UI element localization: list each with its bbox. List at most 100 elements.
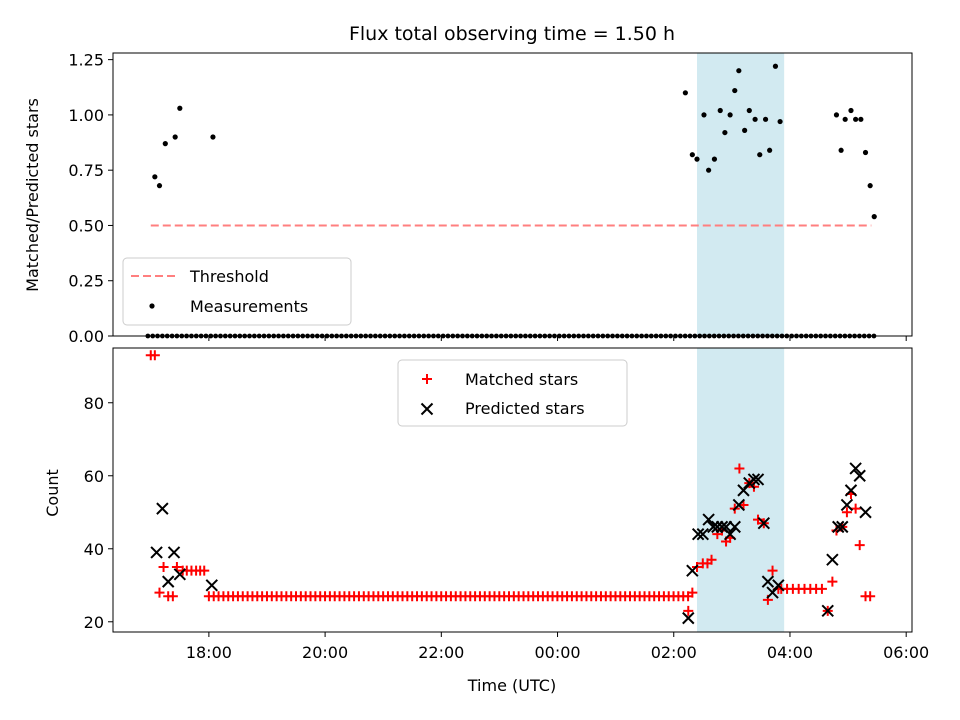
y-tick-label: 0.00 xyxy=(68,327,104,346)
predicted-point xyxy=(723,527,737,541)
y-tick-label: 60 xyxy=(84,467,104,486)
matched-point xyxy=(841,507,852,518)
matched-point xyxy=(850,503,861,514)
x-tick-label: 00:00 xyxy=(534,643,580,662)
predicted-point xyxy=(821,604,834,618)
predicted-point xyxy=(173,568,187,581)
measurement-point xyxy=(871,214,877,220)
predicted-point xyxy=(702,513,715,526)
measurement-point xyxy=(706,167,712,173)
x-axis-label: Time (UTC) xyxy=(467,676,556,695)
top-legend: Threshold Measurements xyxy=(122,257,352,326)
top-legend-box xyxy=(122,257,352,326)
predicted-point xyxy=(747,473,761,486)
measurement-point xyxy=(772,63,779,69)
predicted-point xyxy=(696,527,710,541)
predicted-point xyxy=(840,498,854,512)
y-tick-label: 1.25 xyxy=(68,51,104,70)
measurement-point xyxy=(156,183,163,189)
measurement-point xyxy=(762,116,769,122)
matched-legend-swatch xyxy=(422,374,432,384)
matched-point xyxy=(816,583,827,594)
predicted-legend-swatch xyxy=(420,402,434,416)
predicted-point xyxy=(853,469,866,482)
predicted-point xyxy=(682,611,695,625)
bottom-y-axis-label: Count xyxy=(43,469,62,517)
matched-point xyxy=(149,350,160,361)
threshold-legend-label: Threshold xyxy=(189,267,269,286)
predicted-point xyxy=(831,520,845,534)
measurements-legend-swatch xyxy=(149,303,155,309)
measurement-point xyxy=(833,112,840,118)
predicted-point xyxy=(757,517,771,530)
matched-point xyxy=(827,576,838,587)
matched-point xyxy=(154,587,165,598)
matched-point xyxy=(687,587,698,598)
measurement-point xyxy=(867,183,873,189)
measurement-point xyxy=(210,134,216,140)
matched-point xyxy=(854,540,865,551)
measurement-point xyxy=(742,127,748,133)
bottom-plot-frame xyxy=(112,347,913,633)
shaded-interval xyxy=(696,53,785,336)
matched-point xyxy=(158,562,169,573)
predicted-point xyxy=(728,520,741,534)
predicted-point xyxy=(836,520,849,534)
predicted-point xyxy=(772,579,785,592)
x-tick-label: 22:00 xyxy=(418,643,464,662)
measurement-point xyxy=(862,149,869,156)
predicted-point xyxy=(156,502,169,515)
predicted-point xyxy=(686,564,699,577)
shaded-interval xyxy=(696,348,785,632)
measurement-point xyxy=(752,116,758,122)
y-tick-label: 1.00 xyxy=(68,106,104,125)
matched-point xyxy=(199,565,210,576)
y-tick-label: 20 xyxy=(84,613,104,632)
predicted-point xyxy=(859,506,872,519)
predicted-point xyxy=(826,553,839,566)
y-tick-label: 0.25 xyxy=(68,272,104,291)
predicted-point xyxy=(150,546,163,559)
measurement-point xyxy=(682,90,688,96)
measurement-point xyxy=(746,107,752,114)
measurement-point xyxy=(172,134,178,140)
y-tick-label: 0.50 xyxy=(68,216,104,235)
predicted-point xyxy=(751,473,765,486)
x-tick-label: 06:00 xyxy=(883,643,929,662)
measurement-point xyxy=(717,107,723,114)
chart-title: Flux total observing time = 1.50 h xyxy=(349,23,675,45)
measurement-point xyxy=(727,112,733,118)
measurement-point xyxy=(848,107,854,114)
top-panel: 0.00 0.25 0.50 0.75 1.00 1.25 Threshold Measure… xyxy=(68,51,913,346)
measurement-point xyxy=(736,68,742,74)
x-tick-label: 20:00 xyxy=(302,643,348,662)
matched-point xyxy=(167,591,178,602)
top-plot-frame xyxy=(112,52,913,337)
predicted-point xyxy=(205,579,218,592)
predicted-point xyxy=(161,575,175,588)
matched-legend-label: Matched stars xyxy=(465,370,578,389)
measurement-point xyxy=(177,105,183,111)
x-tick-label: 02:00 xyxy=(651,643,697,662)
measurement-point xyxy=(694,156,700,162)
measurement-point xyxy=(842,116,848,122)
measurement-point xyxy=(722,129,728,136)
measurement-point xyxy=(858,116,864,122)
matched-point xyxy=(865,591,876,602)
measurement-point xyxy=(777,118,783,125)
bottom-legend-box xyxy=(397,359,628,427)
predicted-point xyxy=(844,484,858,497)
bottom-legend: Matched stars Predicted stars xyxy=(397,359,628,427)
measurement-point xyxy=(162,141,168,147)
measurement-point xyxy=(689,152,695,158)
measurement-point xyxy=(732,87,738,94)
y-tick-label: 40 xyxy=(84,540,104,559)
measurement-point xyxy=(853,116,859,122)
measurements-legend-label: Measurements xyxy=(190,297,308,316)
measurement-point xyxy=(701,112,707,118)
bottom-panel: 20 40 60 80 18:00 20:00 22:00 00:00 02:00 04:00 06… xyxy=(84,347,929,662)
predicted-point xyxy=(761,575,775,588)
top-y-axis-label: Matched/Predicted stars xyxy=(23,98,42,292)
matched-point xyxy=(734,463,745,474)
